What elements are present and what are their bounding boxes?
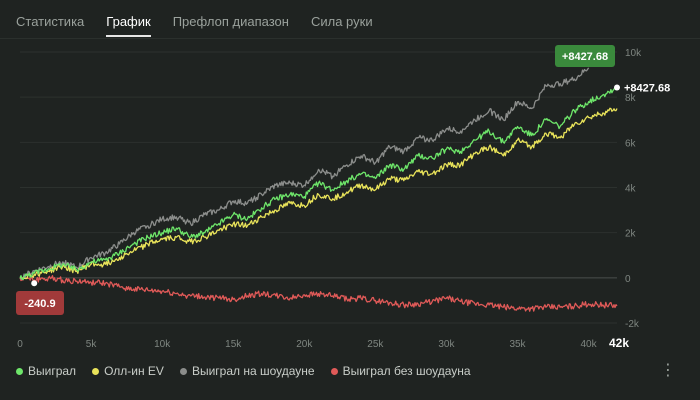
tab-statistics[interactable]: Статистика bbox=[16, 14, 85, 29]
series-won-line bbox=[19, 87, 618, 281]
x-tick-label: 35k bbox=[509, 339, 526, 350]
legend-dot-icon bbox=[92, 367, 100, 375]
max-value-label: +8427.68 bbox=[562, 51, 608, 63]
max-value-badge bbox=[555, 45, 615, 67]
tab-bar: Статистика График Префлоп диапазон Сила … bbox=[16, 14, 373, 37]
tab-divider bbox=[0, 38, 700, 39]
y-tick-label: 2k bbox=[625, 229, 637, 240]
legend-label: Выиграл bbox=[28, 364, 77, 378]
y-tick-label: 10k bbox=[625, 48, 642, 59]
y-tick-label: 4k bbox=[625, 184, 637, 195]
x-tick-label: 40k bbox=[581, 339, 598, 350]
x-tick-label: 10k bbox=[154, 339, 171, 350]
x-tick-label: 15k bbox=[225, 339, 242, 350]
x-tick-label: 0 bbox=[17, 339, 23, 350]
legend-label: Выиграл без шоудауна bbox=[342, 364, 471, 378]
legend-item-showdown[interactable]: Выиграл на шоудауне bbox=[179, 364, 315, 378]
min-value-label: -240.9 bbox=[24, 298, 55, 310]
more-vertical-icon[interactable]: ⋮ bbox=[660, 362, 676, 379]
legend-label: Олл-ин EV bbox=[104, 364, 164, 378]
series-non-showdown-line bbox=[19, 275, 618, 312]
tab-preflop-range[interactable]: Префлоп диапазон bbox=[172, 14, 289, 29]
y-tick-label: -2k bbox=[625, 319, 640, 330]
x-tick-label: 30k bbox=[438, 339, 455, 350]
x-end-label: 42k bbox=[609, 336, 629, 350]
x-tick-label: 20k bbox=[296, 339, 313, 350]
legend-label: Выиграл на шоудауне bbox=[191, 364, 315, 378]
legend-item-won[interactable]: Выиграл bbox=[16, 364, 76, 378]
series-allin-ev-line bbox=[19, 107, 618, 280]
legend-dot-icon bbox=[179, 367, 187, 375]
tab-graph[interactable]: График bbox=[106, 14, 151, 37]
legend-dot-icon bbox=[16, 367, 23, 375]
legend-item-non-showdown[interactable]: Выиграл без шоудауна bbox=[330, 364, 471, 378]
y-tick-label: 0 bbox=[625, 274, 631, 285]
tab-hand-strength[interactable]: Сила руки bbox=[310, 14, 373, 29]
legend-item-allin-ev[interactable]: Олл-ин EV bbox=[92, 364, 164, 378]
x-tick-label: 5k bbox=[86, 339, 98, 350]
series-showdown-line bbox=[19, 67, 590, 280]
end-value-label: +8427.68 bbox=[624, 83, 670, 95]
winnings-chart[interactable]: 10k 8k 6k 4k 2k 0 -2k 0 5k 10k 15k 20k 25k 30k 35k 40k 4… bbox=[0, 0, 700, 360]
legend-dot-icon bbox=[330, 367, 338, 375]
y-tick-label: 6k bbox=[625, 138, 637, 149]
min-value-badge bbox=[16, 291, 64, 315]
chart-legend: Выиграл Олл-ин EV Выиграл на шоудауне Вы… bbox=[16, 364, 471, 378]
x-tick-label: 25k bbox=[367, 339, 384, 350]
y-tick-label: 8k bbox=[625, 93, 637, 104]
series-end-point bbox=[614, 84, 620, 91]
min-point bbox=[31, 280, 38, 287]
